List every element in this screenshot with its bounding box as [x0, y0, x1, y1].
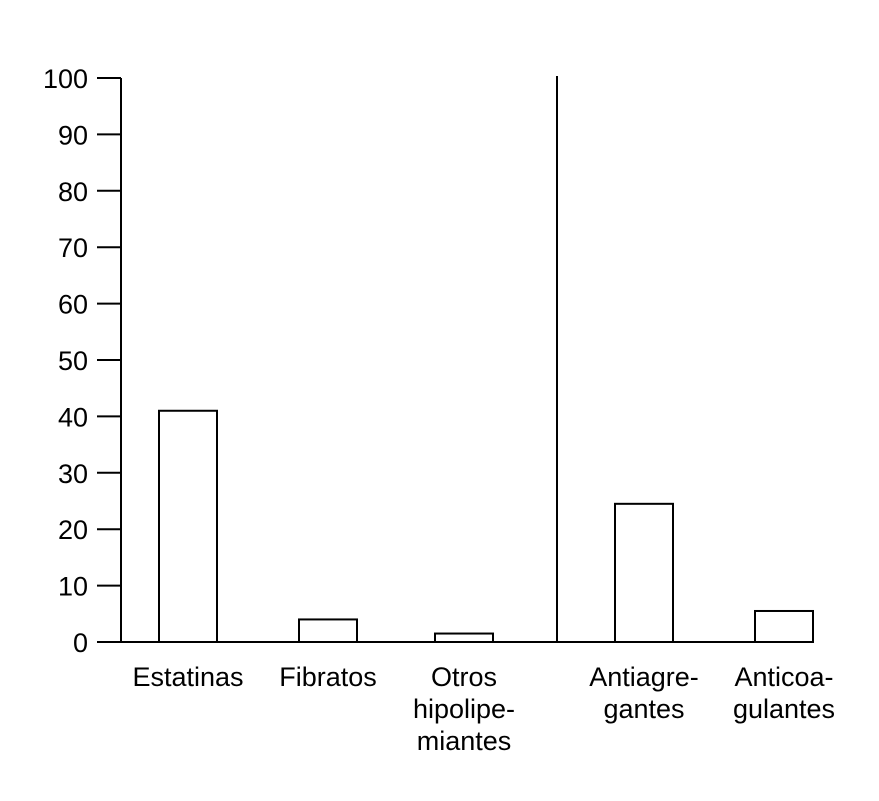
y-tick-label: 20: [58, 515, 88, 545]
bar: [158, 409, 218, 644]
x-category-label-line: gulantes: [733, 694, 835, 724]
x-category-label: Otros hipolipe-miantes: [413, 662, 515, 756]
x-category-label-line: hipolipe-: [413, 694, 515, 724]
x-category-label-line: Antiagre-: [589, 662, 699, 692]
x-category-label-line: miantes: [417, 726, 512, 756]
bar: [614, 502, 674, 643]
y-tick-label: 90: [58, 120, 88, 150]
bar: [434, 632, 494, 643]
y-tick-label: 10: [58, 572, 88, 602]
y-tick-label: 0: [73, 628, 88, 658]
x-category-label-line: gantes: [603, 694, 684, 724]
y-tick-label: 80: [58, 177, 88, 207]
x-category-label: Anticoa-gulantes: [733, 662, 835, 724]
y-tick-label: 60: [58, 290, 88, 320]
y-tick-label: 70: [58, 233, 88, 263]
y-tick-label: 30: [58, 459, 88, 489]
bars-group: [158, 409, 814, 644]
x-category-label: Estatinas: [132, 662, 243, 692]
y-tick-label: 100: [43, 64, 88, 94]
x-category-label: Fibratos: [279, 662, 377, 692]
y-tick-label: 50: [58, 346, 88, 376]
category-labels: Estatinas Fibratos Otros hipolipe-miantes An…: [132, 662, 835, 756]
x-category-label-line: Otros: [431, 662, 497, 692]
y-axis-ticks: 0 10 20 30 40 50 60 70 80 90 100: [43, 64, 121, 658]
x-category-label: Antiagre-gantes: [589, 662, 699, 724]
bar: [754, 609, 814, 643]
x-category-label-line: Anticoa-: [734, 662, 833, 692]
x-category-label-line: Fibratos: [279, 662, 377, 692]
x-category-label-line: Estatinas: [132, 662, 243, 692]
bar: [298, 618, 358, 644]
y-tick-label: 40: [58, 402, 88, 432]
